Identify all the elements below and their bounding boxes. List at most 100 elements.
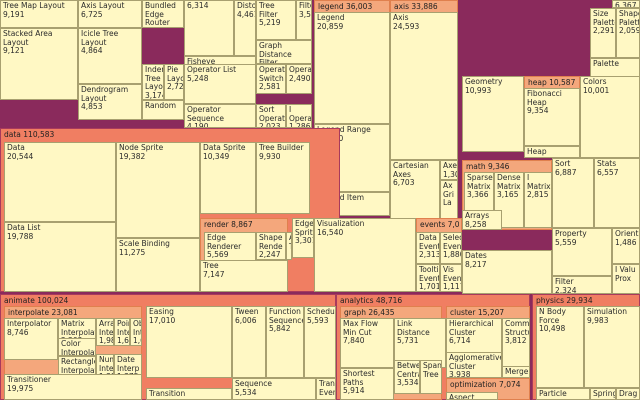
- cell-label-numbe-interp-79: Numbe Interp: [99, 355, 114, 373]
- treemap-cell-scheduler-85: Scheduler5,593: [304, 306, 336, 378]
- cell-label-i-operat-20: I Operat: [289, 105, 312, 123]
- treemap-cell-transitioner-81: Transitioner 19,975: [4, 374, 142, 400]
- cell-label-data-list-35: Data List: [7, 223, 41, 232]
- treemap-cell-tree-builder-34: Tree Builder 9,930: [256, 142, 310, 214]
- treemap-cell-dates-65: Dates 8,217: [462, 250, 552, 294]
- treemap-cell-node-49: 6,367: [612, 0, 640, 8]
- treemap-cell-filter-13: Filter3,509: [296, 0, 312, 40]
- cell-value-colors-57: 10,001: [583, 85, 610, 95]
- cell-value-orient-67: 1,486: [615, 237, 637, 247]
- treemap-cell-merge-100: Merge: [502, 366, 530, 378]
- group-label-legend-21: legend 36,003: [318, 2, 373, 11]
- cell-label-random-8: Random: [145, 101, 177, 110]
- cell-value-operator-switch-16: 2,581: [259, 82, 281, 91]
- group-label-optimization-101: optimization 7,074: [450, 380, 521, 389]
- cell-label-data-sprite-33: Data Sprite: [203, 143, 246, 152]
- cell-label-dendrogram-layout-7: Dendrogram Layout: [81, 85, 129, 103]
- cell-label-sparse-matrix-59: Sparse Matrix: [467, 173, 493, 191]
- treemap-cell-data-31: Data 20,544: [4, 142, 116, 222]
- treemap-cell-palette-52: Palette: [590, 58, 640, 78]
- treemap-cell-stacked-area-layout-3: Stacked Area Layout 9,121: [0, 28, 78, 100]
- cell-value-transitioner-81: 19,975: [7, 383, 34, 393]
- cell-value-geometry-53: 10,993: [465, 85, 492, 95]
- treemap-cell-n-body-force-104: N Body Force 10,498: [536, 306, 584, 388]
- cell-value-size-palette-50: 2,291: [593, 26, 615, 35]
- treemap-cell-interpolator-72: Interpolator 8,746: [4, 318, 58, 360]
- treemap-cell-shape-rende-39: Shape Rende 2,247: [256, 232, 286, 260]
- cell-label-data-event-45: Data Event: [419, 233, 440, 251]
- cell-value-tree-42: 7,147: [203, 269, 225, 279]
- cell-label-orient-67: Orient: [615, 229, 639, 238]
- cell-label-data-31: Data: [7, 143, 25, 152]
- cell-label-n-body-force-104: N Body Force: [539, 307, 566, 325]
- cell-value-i-operat-20: 1,286: [289, 122, 311, 128]
- cell-label-operator-switch-16: Operator Switch: [259, 65, 285, 83]
- treemap-cell-ar-ty-40: Ar Ty: [286, 232, 292, 260]
- cell-value-between-centrali-93: 3,534: [397, 378, 419, 387]
- cell-value-sparse-matrix-59: 3,366: [467, 190, 489, 199]
- cell-label-axis-26: Axis: [393, 13, 409, 22]
- cell-value-operator-17: 2,490: [289, 73, 311, 83]
- cell-label-bundled-edge-router-2: Bundled Edge Router: [145, 1, 176, 27]
- cell-label-function-sequence-84: Function Sequence: [269, 307, 304, 325]
- cell-label-geometry-53: Geometry: [465, 77, 503, 86]
- cell-label-size-palette-50: Size Palette: [593, 9, 615, 27]
- cell-value-axis-layout-1: 6,725: [81, 9, 103, 19]
- cell-value-axis-26: 24,593: [393, 21, 420, 31]
- treemap-cell-random-8: Random: [142, 100, 184, 120]
- cell-label-graph-distance-filter-14: Graph Distance Filter: [259, 41, 292, 64]
- cell-label-tree-map-layout-0: Tree Map Layout: [3, 1, 65, 10]
- cell-label-sequence-87: Sequence: [235, 379, 272, 388]
- cell-label-vis-event-48: Vis Event: [443, 265, 462, 283]
- treemap-cell-max-flow-min-cut-91: Max Flow Min Cut 7,840: [340, 318, 394, 368]
- cell-value-scale-binding-36: 11,275: [119, 247, 146, 257]
- cell-label-fibonacci-heap-55: Fibonacci Heap: [527, 89, 562, 107]
- treemap-cell-axis-layout-1: Axis Layout 6,725: [78, 0, 142, 28]
- cell-label-color-interpolator-77: Color Interpolator: [61, 339, 95, 356]
- cell-label-link-distance-92: Link Distance: [397, 319, 430, 337]
- cell-label-transi-events-88: Transi Events: [319, 379, 335, 397]
- treemap-cell-stats-63: Stats 6,557: [594, 158, 640, 228]
- cell-label-icicle-tree-layout-4: Icicle Tree Layout: [81, 29, 119, 47]
- cell-value-edge-renderer-38: 5,569: [207, 250, 229, 259]
- treemap-cell-point-interpol-75: Point Interpol1,675: [114, 318, 130, 346]
- cell-value-dense-matrix-60: 3,165: [497, 190, 519, 199]
- cell-value-numbe-interp-79: 1,382: [99, 372, 113, 375]
- treemap-cell-legend-22: Legend 20,859: [314, 12, 390, 124]
- cell-value-inden-tree-layou-5: 3,174: [145, 90, 163, 100]
- cell-label-spanni-tree-94: Spanni Tree: [423, 361, 442, 379]
- cell-label-operator-17: Operator: [289, 65, 312, 74]
- cell-value-node-9: 6,314: [187, 1, 209, 10]
- cell-label-operator-sequence-18: Operator Sequence: [187, 105, 224, 123]
- treemap-cell-date-interp-80: Date Interp1,375: [114, 354, 142, 376]
- cell-label-inden-tree-layou-5: Inden Tree Layou: [145, 65, 164, 91]
- cell-label-node-sprite-32: Node Sprite: [119, 143, 164, 152]
- treemap-cell-transi-events-88: Transi Events: [316, 378, 336, 400]
- cell-value-axes-28: 1,302: [443, 169, 457, 179]
- treemap-cell-tween-83: Tween 6,006: [232, 306, 266, 378]
- treemap-cell-operator-list-15: Operator List 5,248: [184, 64, 256, 104]
- cell-label-max-flow-min-cut-91: Max Flow Min Cut: [343, 319, 379, 337]
- treemap-cell-particle-106: Particle: [536, 388, 590, 400]
- treemap-cell-pie-layo-6: Pie Layo 2,72: [164, 64, 184, 100]
- treemap-cell-sort-operator-19: Sort Operator2,023: [256, 104, 286, 128]
- treemap-cell-tree-map-layout-0: Tree Map Layout 9,191: [0, 0, 78, 28]
- cell-label-stats-63: Stats: [597, 159, 617, 168]
- cell-label-edge-renderer-38: Edge Renderer: [207, 233, 242, 251]
- treemap-cell-color-interpolator-77: Color Interpolator2,047: [58, 338, 96, 356]
- treemap-cell-sort-62: Sort 6,887: [552, 158, 594, 228]
- treemap-cell-node-9: 6,314: [184, 0, 234, 56]
- cell-label-spring-107: Spring: [593, 389, 616, 398]
- treemap-cell-cartesian-axes-27: Cartesian Axes 6,703: [390, 160, 440, 220]
- cell-value-simulation-105: 9,983: [587, 315, 609, 325]
- cell-label-i-valu-prox-69: I Valu Prox: [615, 265, 636, 283]
- cell-value-vis-event-48: 1,117: [443, 282, 461, 291]
- cell-value-tooltip-event-47: 1,701: [419, 282, 440, 291]
- cell-label-date-interp-80: Date Interp: [117, 355, 140, 373]
- treemap-cell-transition-86: Transition: [146, 388, 232, 400]
- cell-value-sort-62: 6,887: [555, 167, 577, 177]
- group-label-interpolate-71: interpolate 23,081: [8, 308, 78, 317]
- cell-value-obje-interp-76: 1,629: [133, 336, 141, 345]
- cell-value-interpolator-72: 8,746: [7, 327, 29, 337]
